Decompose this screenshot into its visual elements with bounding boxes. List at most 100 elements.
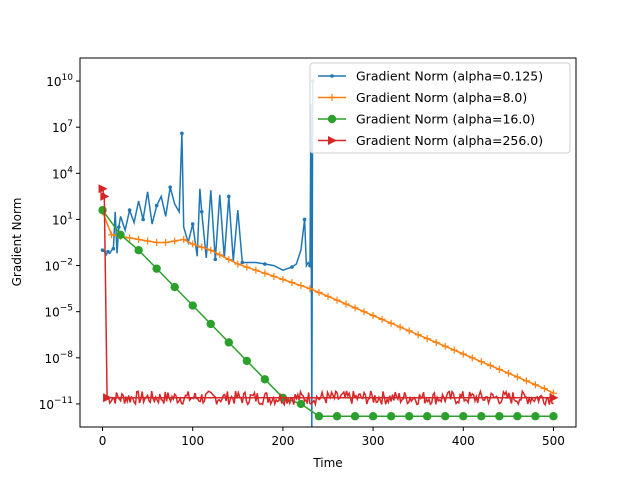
series-0-point-51 bbox=[308, 263, 312, 268]
series-1-point-4 bbox=[135, 235, 143, 243]
y-tick-label-7: 10−11 bbox=[39, 396, 73, 412]
series-1-point-43 bbox=[486, 362, 494, 369]
series-0-point-9 bbox=[116, 225, 121, 229]
series-1-point-33 bbox=[396, 323, 404, 331]
y-tick-label-2: 104 bbox=[52, 165, 73, 181]
series-0-point-15 bbox=[141, 217, 145, 222]
legend-label-0: Gradient Norm (alpha=0.125) bbox=[356, 69, 543, 84]
series-2-point-15 bbox=[368, 412, 378, 421]
series-2-point-1 bbox=[116, 230, 125, 240]
series-1-point-26 bbox=[333, 296, 341, 304]
series-0-point-3 bbox=[106, 249, 110, 254]
series-2-point-24 bbox=[531, 412, 540, 421]
series-1-point-9 bbox=[180, 235, 188, 243]
series-1-point-16 bbox=[243, 263, 251, 271]
legend-marker-3 bbox=[328, 136, 337, 145]
series-2-point-7 bbox=[224, 338, 233, 347]
series-1-point-47 bbox=[522, 377, 530, 385]
series-2-point-11 bbox=[296, 399, 306, 409]
series-1-point-40 bbox=[459, 350, 467, 358]
ticks-layer: 0 100 200 300 400 500 1010 107 104 101 10−2 10−5 10−… bbox=[39, 73, 565, 448]
series-1-point-6 bbox=[153, 239, 161, 246]
series-1-point-37 bbox=[432, 338, 440, 346]
series-1-point-42 bbox=[477, 358, 485, 366]
series-0-point-0 bbox=[100, 248, 105, 252]
series-1-point-24 bbox=[315, 288, 323, 296]
x-tick-label-1: 100 bbox=[181, 434, 204, 448]
x-axis-label: Time bbox=[312, 456, 342, 470]
x-tick-label-2: 200 bbox=[271, 434, 294, 448]
series-1-point-25 bbox=[324, 292, 332, 300]
series-0-point-12 bbox=[127, 208, 132, 213]
series-1-point-11 bbox=[198, 243, 206, 251]
series-1-point-14 bbox=[225, 255, 233, 263]
series-1-point-21 bbox=[288, 278, 296, 286]
series-2-point-20 bbox=[459, 412, 468, 421]
legend-marker-0 bbox=[330, 74, 334, 78]
series-1-point-38 bbox=[441, 342, 449, 350]
series-2-point-0 bbox=[98, 206, 107, 215]
series-1-point-8 bbox=[171, 237, 179, 245]
series-0-point-33 bbox=[213, 257, 218, 262]
y-axis-label: Gradient Norm bbox=[10, 198, 24, 287]
series-2-point-12 bbox=[314, 412, 324, 421]
series-1-point-20 bbox=[279, 275, 287, 283]
y-tick-label-4: 10−2 bbox=[44, 258, 73, 274]
series-1-point-15 bbox=[234, 260, 242, 268]
legend-box bbox=[309, 62, 571, 154]
legend-marker-1 bbox=[328, 94, 336, 101]
series-1-point-7 bbox=[162, 239, 170, 246]
series-2-point-16 bbox=[386, 412, 396, 421]
series-1-point-17 bbox=[252, 266, 260, 274]
series-1-point-12 bbox=[207, 246, 215, 254]
series-3-point-1 bbox=[100, 191, 110, 201]
series-2-point-22 bbox=[495, 412, 504, 421]
series-2-point-5 bbox=[188, 301, 197, 310]
series-1-point-28 bbox=[351, 304, 359, 312]
series-0-point-30 bbox=[199, 209, 204, 214]
series-1-point-45 bbox=[504, 369, 512, 377]
series-1-point-32 bbox=[387, 319, 395, 327]
series-1-point-22 bbox=[297, 282, 305, 290]
x-tick-label-5: 500 bbox=[542, 434, 565, 448]
series-2 bbox=[98, 206, 558, 421]
series-0-point-21 bbox=[168, 185, 172, 189]
y-tick-label-3: 101 bbox=[52, 211, 73, 227]
series-1-point-31 bbox=[378, 315, 386, 323]
series-1-point-30 bbox=[369, 312, 377, 320]
y-tick-label-6: 10−8 bbox=[44, 350, 73, 366]
x-tick-label-3: 300 bbox=[362, 434, 385, 448]
series-2-point-17 bbox=[404, 412, 414, 421]
series-1-point-18 bbox=[261, 269, 269, 277]
series-1-point-1 bbox=[108, 231, 116, 239]
series-1-point-49 bbox=[540, 385, 548, 393]
series-2-point-23 bbox=[513, 412, 522, 421]
series-2-point-4 bbox=[170, 282, 179, 292]
series-1-point-34 bbox=[405, 327, 413, 335]
series-1-point-29 bbox=[360, 308, 368, 316]
series-1-point-35 bbox=[414, 331, 422, 339]
series-2-point-6 bbox=[206, 319, 215, 329]
series-0-point-42 bbox=[263, 262, 267, 266]
series-2-point-21 bbox=[477, 412, 486, 421]
series-2-point-8 bbox=[242, 356, 252, 366]
series-2-point-3 bbox=[152, 264, 161, 273]
series-1 bbox=[99, 208, 557, 397]
series-3-point-0 bbox=[98, 184, 108, 194]
series-1-point-46 bbox=[513, 373, 521, 381]
series-3-line bbox=[101, 188, 554, 399]
series-layer bbox=[98, 79, 559, 427]
series-2-point-18 bbox=[423, 412, 432, 421]
series-1-point-3 bbox=[126, 234, 134, 242]
series-0-point-45 bbox=[290, 265, 294, 269]
series-0-point-27 bbox=[190, 222, 195, 226]
legend: Gradient Norm (alpha=0.125) Gradient Norm… bbox=[309, 62, 571, 154]
series-1-point-5 bbox=[144, 237, 152, 245]
series-0-point-6 bbox=[111, 246, 116, 251]
series-3-point-3 bbox=[549, 393, 559, 403]
series-1-point-13 bbox=[216, 251, 224, 259]
series-1-point-39 bbox=[450, 346, 458, 354]
x-tick-label-4: 400 bbox=[452, 434, 475, 448]
series-1-point-48 bbox=[531, 381, 539, 389]
